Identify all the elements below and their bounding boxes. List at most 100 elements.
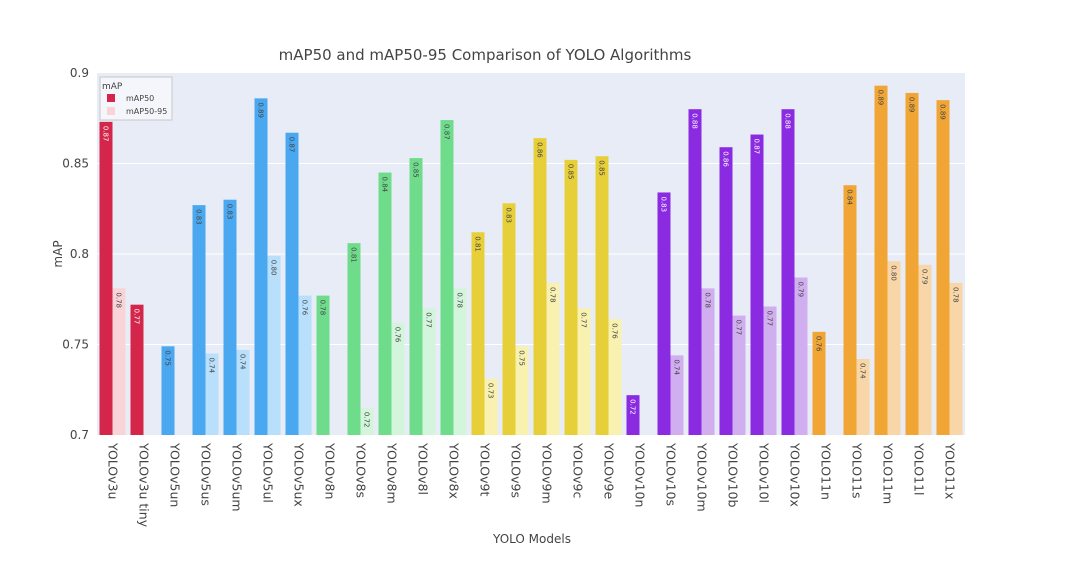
bar-data-label: 0.74 [859, 363, 867, 379]
bar-data-label: 0.74 [208, 358, 216, 374]
bar-map50-95[interactable] [484, 378, 498, 435]
bar-data-label: 0.77 [425, 312, 433, 328]
bar-map50[interactable] [223, 199, 237, 435]
x-tick-label: YOLOv10x [788, 442, 803, 507]
bar-map50[interactable] [161, 346, 175, 435]
bar-map50-95[interactable] [918, 264, 932, 435]
bar-data-label: 0.80 [890, 265, 898, 281]
x-tick-label: YOLOv10s [664, 442, 679, 506]
bar-data-label: 0.89 [908, 97, 916, 113]
bar-map50-95[interactable] [391, 322, 405, 435]
bar-map50-95[interactable] [236, 349, 250, 435]
bar-data-label: 0.83 [505, 207, 513, 223]
bar-map50[interactable] [378, 172, 392, 436]
x-tick-label: YOLOv8l [416, 442, 431, 495]
bar-map50[interactable] [533, 138, 547, 435]
x-tick-label: YOLO11x [943, 442, 958, 499]
bar-map50[interactable] [471, 232, 485, 435]
bar-map50-95[interactable] [794, 277, 808, 435]
bar-data-label: 0.80 [270, 260, 278, 276]
bar-data-label: 0.85 [567, 164, 575, 180]
bar-data-label: 0.78 [456, 292, 464, 308]
bar-map50[interactable] [781, 109, 795, 435]
bar-map50-95[interactable] [112, 288, 126, 435]
y-axis-title: mAP [51, 240, 65, 267]
bar-data-label: 0.84 [846, 189, 854, 205]
bar-data-label: 0.78 [952, 287, 960, 303]
bar-map50[interactable] [347, 243, 361, 435]
legend-label-map50-95[interactable]: mAP50-95 [126, 107, 167, 116]
bar-data-label: 0.89 [257, 102, 265, 118]
bar-data-label: 0.79 [921, 269, 929, 285]
bar-data-label: 0.78 [319, 300, 327, 316]
bar-map50[interactable] [688, 109, 702, 435]
x-tick-label: YOLOv8s [354, 442, 369, 498]
bar-map50-95[interactable] [546, 282, 560, 435]
bar-data-label: 0.72 [629, 399, 637, 415]
y-tick-label: 0.85 [62, 157, 89, 171]
bar-map50-95[interactable] [577, 308, 591, 435]
bar-map50-95[interactable] [949, 282, 963, 435]
bar-map50[interactable] [564, 159, 578, 435]
bar-data-label: 0.76 [301, 300, 309, 316]
bar-map50[interactable] [843, 185, 857, 435]
bar-map50-95[interactable] [732, 315, 746, 435]
legend-swatch-map50-95 [107, 107, 115, 115]
bar-map50-95[interactable] [360, 407, 374, 435]
bar-map50[interactable] [316, 295, 330, 435]
x-tick-label: YOLO11l [912, 442, 927, 496]
x-tick-label: YOLOv10m [695, 442, 710, 512]
bar-map50-95[interactable] [670, 355, 684, 435]
bar-map50[interactable] [812, 331, 826, 435]
bar-data-label: 0.76 [611, 323, 619, 339]
bar-map50[interactable] [254, 98, 268, 435]
bar-map50[interactable] [719, 147, 733, 435]
bar-map50-95[interactable] [608, 319, 622, 435]
x-tick-label: YOLOv10n [633, 442, 648, 507]
bar-data-label: 0.88 [691, 113, 699, 129]
x-tick-label: YOLOv8n [323, 442, 338, 499]
bar-map50[interactable] [502, 203, 516, 435]
bar-map50[interactable] [626, 395, 640, 435]
bar-data-label: 0.89 [877, 90, 885, 106]
x-tick-label: YOLO11n [819, 442, 834, 500]
x-tick-label: YOLO11s [850, 442, 865, 499]
bar-map50[interactable] [440, 120, 454, 435]
bar-map50[interactable] [750, 134, 764, 436]
bar-map50-95[interactable] [887, 261, 901, 435]
bar-map50-95[interactable] [267, 255, 281, 435]
bar-data-label: 0.77 [766, 310, 774, 326]
x-tick-label: YOLOv3u [106, 442, 121, 499]
x-tick-label: YOLOv5un [168, 442, 183, 507]
bar-map50-95[interactable] [701, 288, 715, 435]
bar-map50[interactable] [595, 156, 609, 435]
bar-map50-95[interactable] [453, 288, 467, 435]
bar-data-label: 0.75 [518, 350, 526, 366]
bar-map50-95[interactable] [763, 306, 777, 435]
bar-map50-95[interactable] [205, 353, 219, 435]
bar-map50[interactable] [874, 85, 888, 436]
bar-map50[interactable] [192, 205, 206, 435]
bar-map50-95[interactable] [856, 358, 870, 435]
bar-map50[interactable] [409, 158, 423, 435]
x-tick-label: YOLOv5ux [292, 442, 307, 507]
bar-map50[interactable] [936, 100, 950, 436]
y-tick-label: 0.7 [70, 428, 89, 442]
bar-map50-95[interactable] [515, 346, 529, 435]
bar-data-label: 0.74 [673, 359, 681, 375]
bar-data-label: 0.79 [797, 282, 805, 298]
legend[interactable]: mAP mAP50 mAP50-95 [99, 76, 173, 121]
bar-map50[interactable] [905, 92, 919, 435]
bar-map50[interactable] [99, 121, 113, 436]
bar-map50[interactable] [130, 304, 144, 435]
chart-title: mAP50 and mAP50-95 Comparison of YOLO Al… [279, 46, 692, 64]
bar-map50[interactable] [285, 132, 299, 436]
bar-map50-95[interactable] [298, 295, 312, 435]
bar-map50-95[interactable] [422, 308, 436, 435]
bar-data-label: 0.77 [735, 320, 743, 336]
bar-map50[interactable] [657, 192, 671, 435]
y-tick-label: 0.9 [70, 66, 89, 80]
x-tick-label: YOLOv10l [757, 442, 772, 503]
bar-data-label: 0.84 [381, 177, 389, 193]
legend-label-map50[interactable]: mAP50 [126, 94, 154, 103]
